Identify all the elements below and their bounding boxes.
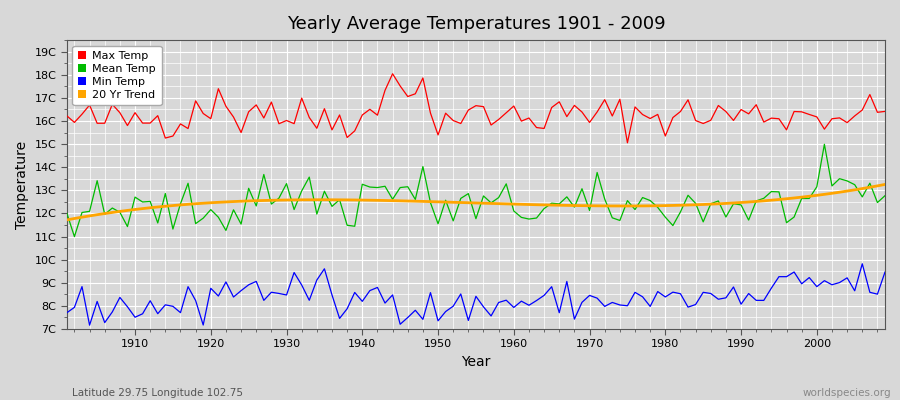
Y-axis label: Temperature: Temperature <box>15 140 29 229</box>
Text: Latitude 29.75 Longitude 102.75: Latitude 29.75 Longitude 102.75 <box>72 388 243 398</box>
Text: worldspecies.org: worldspecies.org <box>803 388 891 398</box>
X-axis label: Year: Year <box>461 355 491 369</box>
Legend: Max Temp, Mean Temp, Min Temp, 20 Yr Trend: Max Temp, Mean Temp, Min Temp, 20 Yr Tre… <box>72 46 162 105</box>
Title: Yearly Average Temperatures 1901 - 2009: Yearly Average Temperatures 1901 - 2009 <box>286 15 665 33</box>
